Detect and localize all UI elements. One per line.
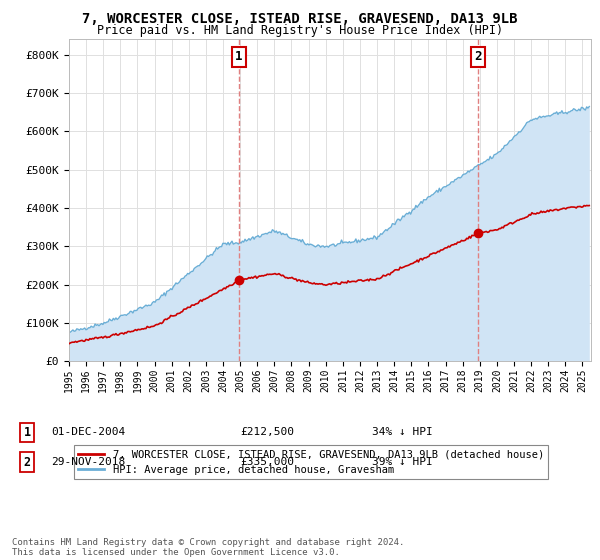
Text: 39% ↓ HPI: 39% ↓ HPI	[372, 457, 433, 467]
Text: 1: 1	[23, 426, 31, 439]
Text: 7, WORCESTER CLOSE, ISTEAD RISE, GRAVESEND, DA13 9LB: 7, WORCESTER CLOSE, ISTEAD RISE, GRAVESE…	[82, 12, 518, 26]
Text: Price paid vs. HM Land Registry's House Price Index (HPI): Price paid vs. HM Land Registry's House …	[97, 24, 503, 36]
Text: 29-NOV-2018: 29-NOV-2018	[51, 457, 125, 467]
Text: 01-DEC-2004: 01-DEC-2004	[51, 427, 125, 437]
Text: £212,500: £212,500	[240, 427, 294, 437]
Text: Contains HM Land Registry data © Crown copyright and database right 2024.
This d: Contains HM Land Registry data © Crown c…	[12, 538, 404, 557]
Text: £335,000: £335,000	[240, 457, 294, 467]
Text: 2: 2	[475, 50, 482, 63]
Text: 1: 1	[235, 50, 242, 63]
Legend: 7, WORCESTER CLOSE, ISTEAD RISE, GRAVESEND, DA13 9LB (detached house), HPI: Aver: 7, WORCESTER CLOSE, ISTEAD RISE, GRAVESE…	[74, 445, 548, 479]
Text: 34% ↓ HPI: 34% ↓ HPI	[372, 427, 433, 437]
Text: 2: 2	[23, 455, 31, 469]
